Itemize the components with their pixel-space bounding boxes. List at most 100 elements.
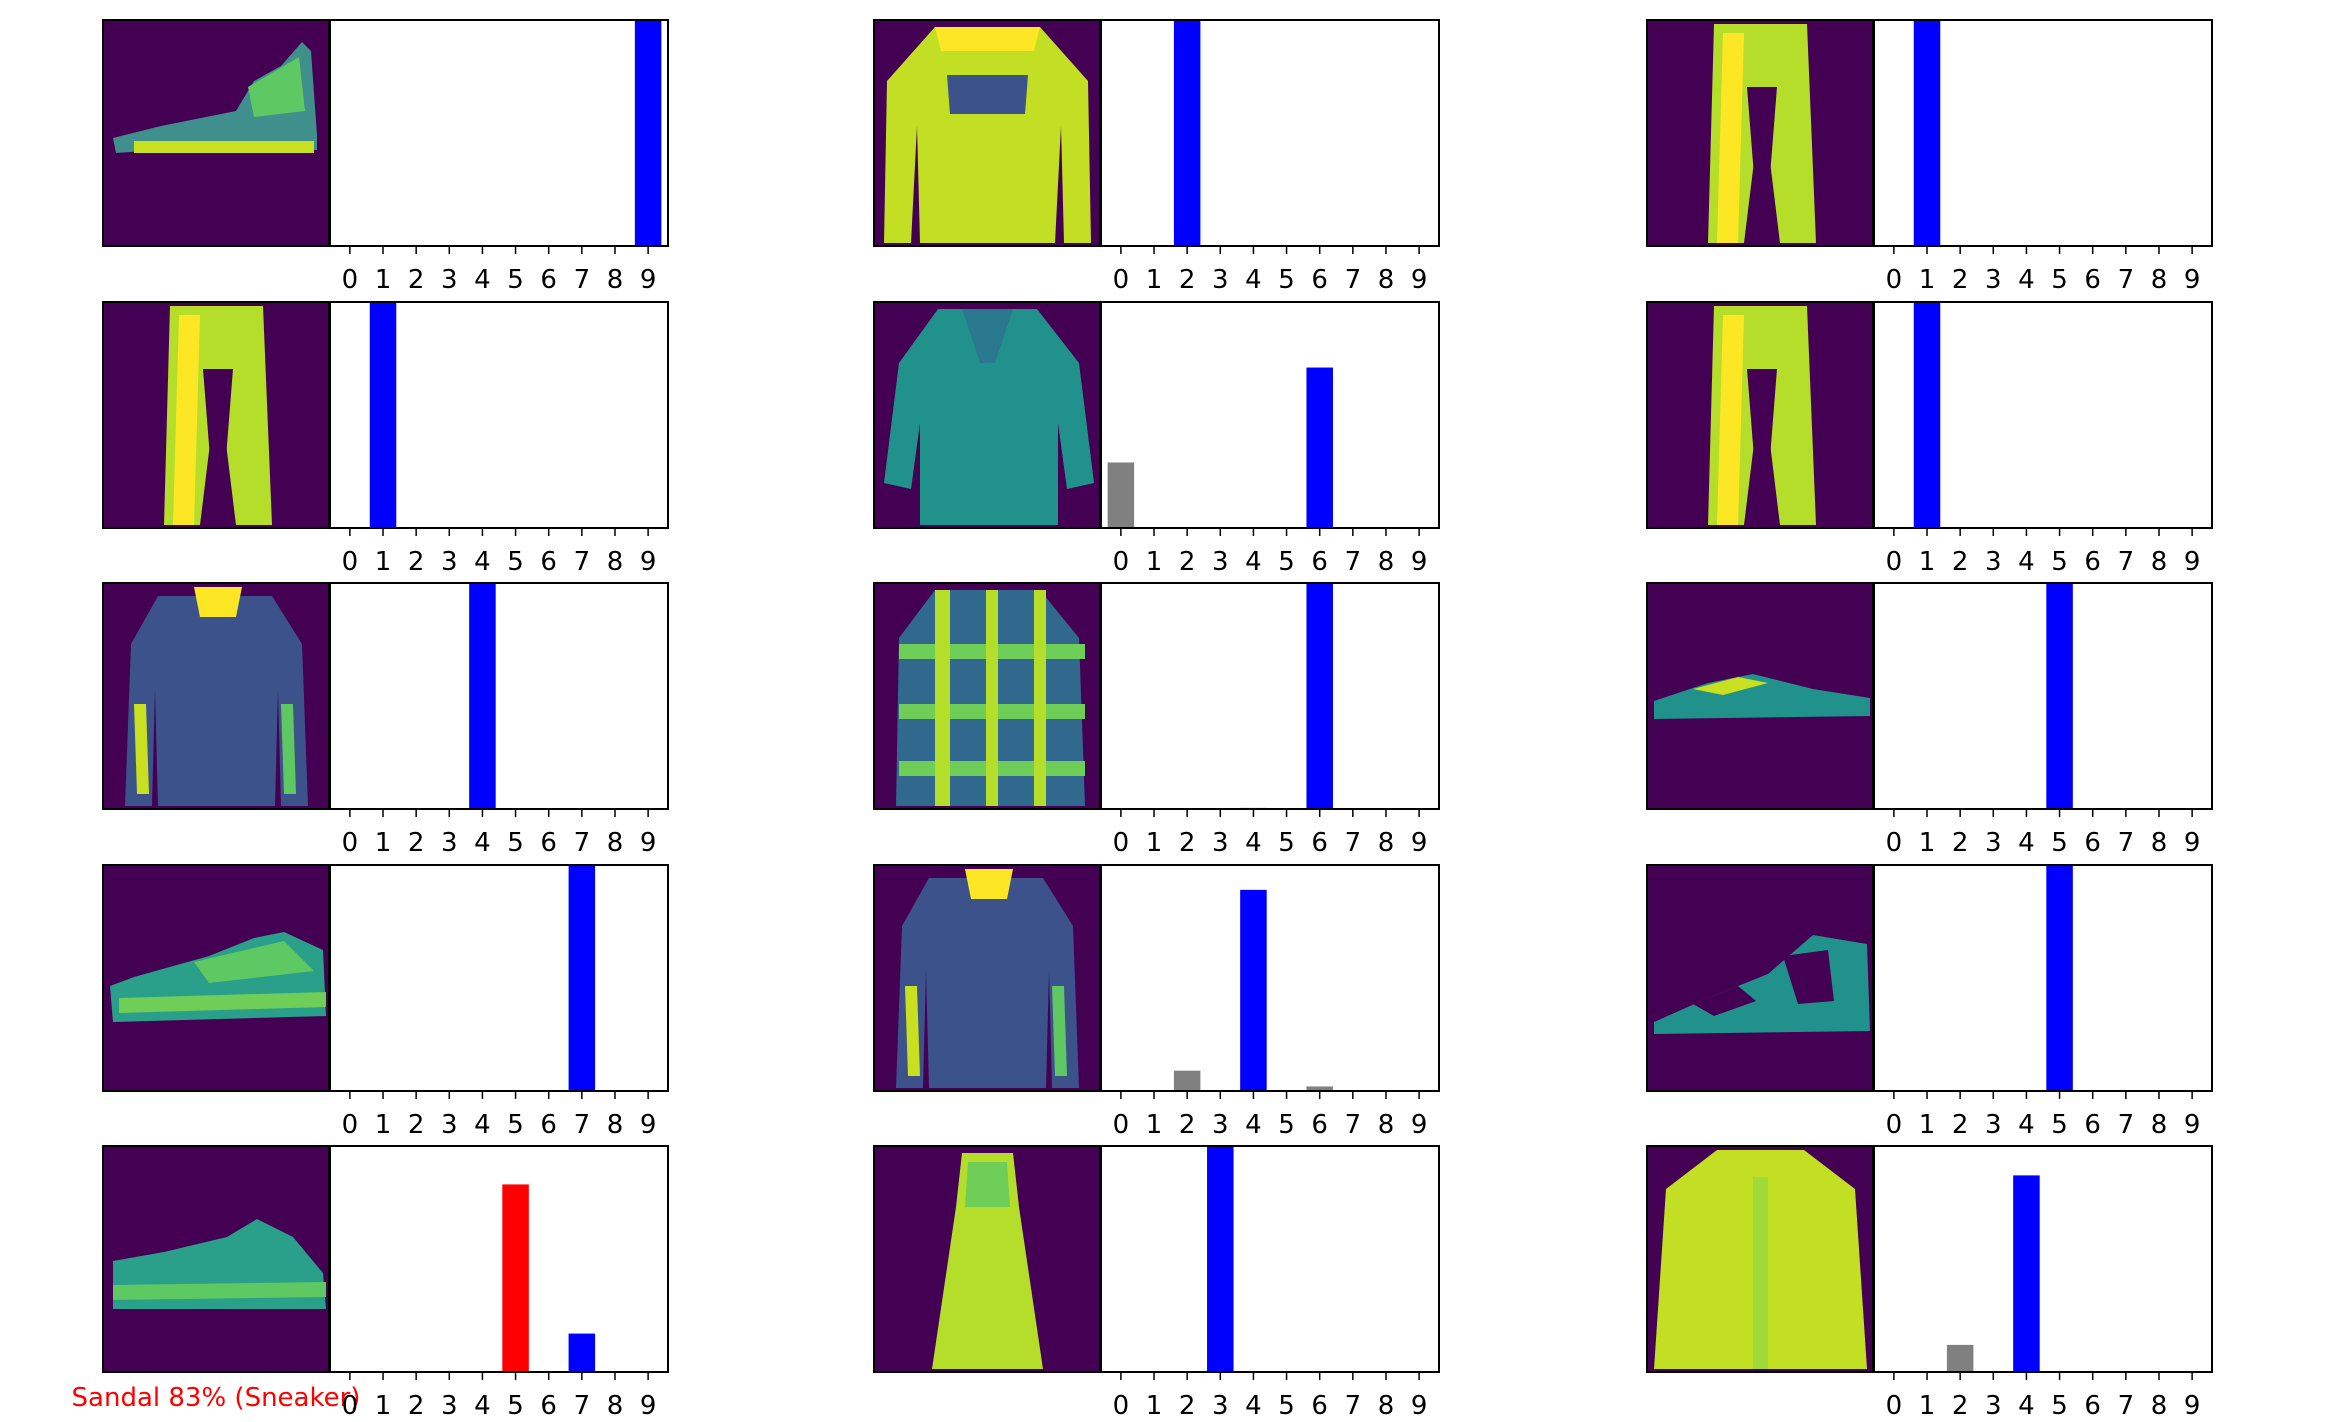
plot-frame: [1100, 582, 1440, 810]
tick-label-9: 9: [1411, 265, 1428, 295]
tick-label-9: 9: [1411, 828, 1428, 858]
plot-frame: [329, 301, 669, 529]
plot-frame: [1873, 864, 2213, 1092]
plot-frame: [1873, 19, 2213, 247]
tick-label-1: 1: [1919, 1110, 1936, 1140]
clothing-image-ankle-boot-icon: [102, 19, 330, 247]
tick-label-9: 9: [640, 1110, 657, 1140]
tick-label-7: 7: [1345, 1110, 1362, 1140]
clothing-image-sneaker-icon: [102, 1145, 330, 1373]
clothing-image-shirt-icon: [873, 582, 1101, 810]
bar-6: [1306, 367, 1333, 528]
tick-label-4: 4: [2018, 1391, 2035, 1421]
plot-area: [1101, 1146, 1439, 1372]
bar-1: [369, 302, 397, 528]
tick-label-2: 2: [1179, 547, 1196, 577]
tick-label-0: 0: [1886, 547, 1903, 577]
clothing-image-coat-icon: [873, 864, 1101, 1092]
tick-label-7: 7: [574, 1110, 591, 1140]
tick-label-1: 1: [375, 1110, 392, 1140]
tick-label-8: 8: [1378, 828, 1395, 858]
tick-label-1: 1: [1919, 1391, 1936, 1421]
plot-frame: [329, 582, 669, 810]
tick-label-7: 7: [2118, 547, 2135, 577]
bar-1: [1913, 20, 1941, 246]
tick-label-7: 7: [1345, 828, 1362, 858]
plot-area: [1101, 865, 1439, 1091]
bar-6: [1306, 1086, 1333, 1091]
plot-area: [330, 20, 668, 246]
plot-frame: [1873, 1145, 2213, 1373]
tick-label-4: 4: [1245, 1391, 1262, 1421]
tick-label-2: 2: [1952, 265, 1969, 295]
clothing-image-coat-icon: [1646, 1145, 1874, 1373]
tick-label-9: 9: [1411, 1391, 1428, 1421]
bar-5: [2046, 583, 2073, 809]
tick-label-7: 7: [574, 547, 591, 577]
bar-6: [1306, 583, 1333, 809]
tick-label-3: 3: [1212, 265, 1229, 295]
tick-label-1: 1: [1146, 828, 1163, 858]
plot-frame: [329, 864, 669, 1092]
tick-label-7: 7: [1345, 547, 1362, 577]
tick-label-2: 2: [1952, 1110, 1969, 1140]
tick-label-2: 2: [1179, 265, 1196, 295]
tick-label-3: 3: [1212, 828, 1229, 858]
tick-label-7: 7: [1345, 265, 1362, 295]
tick-label-2: 2: [1952, 547, 1969, 577]
plot-area: [330, 583, 668, 809]
tick-label-1: 1: [375, 828, 392, 858]
tick-label-0: 0: [342, 1110, 359, 1140]
coat-icon: [125, 587, 308, 806]
tick-label-1: 1: [1146, 1391, 1163, 1421]
tick-label-4: 4: [1245, 828, 1262, 858]
plot-frame: [1100, 1145, 1440, 1373]
tick-label-5: 5: [2051, 828, 2068, 858]
clothing-image-coat-icon: [102, 582, 330, 810]
tick-label-6: 6: [540, 265, 557, 295]
bar-5: [2046, 865, 2073, 1091]
tick-label-8: 8: [2151, 1391, 2168, 1421]
tick-label-6: 6: [1311, 1391, 1328, 1421]
tick-label-7: 7: [574, 828, 591, 858]
tick-label-3: 3: [441, 265, 458, 295]
bar-9: [634, 20, 662, 246]
tick-label-4: 4: [474, 1110, 491, 1140]
tick-label-8: 8: [2151, 547, 2168, 577]
tick-label-2: 2: [1952, 828, 1969, 858]
tick-label-6: 6: [2084, 1391, 2101, 1421]
bar-4: [1240, 889, 1267, 1091]
tick-label-0: 0: [1886, 828, 1903, 858]
tick-label-6: 6: [540, 828, 557, 858]
tick-label-4: 4: [2018, 265, 2035, 295]
tick-label-5: 5: [1278, 265, 1295, 295]
tick-label-7: 7: [1345, 1391, 1362, 1421]
clothing-image-trouser-icon: [1646, 19, 1874, 247]
clothing-image-shirt-icon: [873, 301, 1101, 529]
plot-area: [330, 865, 668, 1091]
tick-label-0: 0: [342, 547, 359, 577]
tick-label-4: 4: [1245, 265, 1262, 295]
tick-label-2: 2: [1179, 1391, 1196, 1421]
tick-label-1: 1: [1146, 265, 1163, 295]
tick-label-8: 8: [1378, 547, 1395, 577]
plot-frame: [1100, 301, 1440, 529]
tick-label-5: 5: [2051, 1391, 2068, 1421]
tick-label-2: 2: [408, 547, 425, 577]
plot-area: [1874, 865, 2212, 1091]
plot-area: [1101, 20, 1439, 246]
bar-2: [1173, 20, 1201, 246]
tick-label-5: 5: [507, 547, 524, 577]
clothing-image-pullover-icon: [873, 19, 1101, 247]
tick-label-9: 9: [2184, 547, 2201, 577]
bar-1: [1913, 302, 1941, 528]
tick-label-1: 1: [375, 265, 392, 295]
